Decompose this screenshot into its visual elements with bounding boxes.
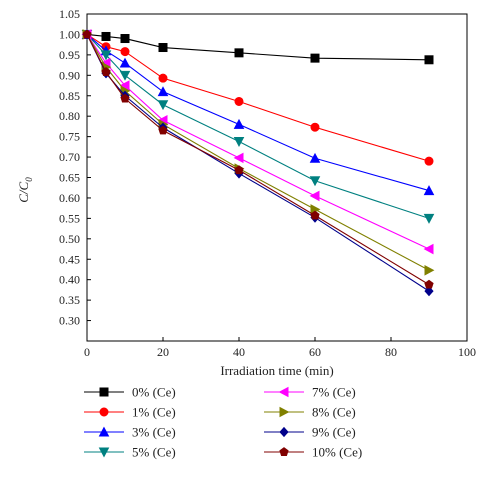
legend-item: 1% (Ce) bbox=[84, 405, 176, 420]
series-line bbox=[86, 34, 430, 286]
legend-label: 3% (Ce) bbox=[132, 425, 176, 440]
legend-marker bbox=[279, 447, 289, 456]
data-point bbox=[157, 100, 169, 111]
data-point bbox=[82, 29, 92, 39]
legend-label: 1% (Ce) bbox=[132, 405, 176, 420]
y-tick-label: 0.35 bbox=[59, 293, 80, 307]
y-tick-label: 0.90 bbox=[59, 68, 80, 82]
x-tick-label: 20 bbox=[157, 345, 169, 359]
data-point bbox=[423, 213, 435, 224]
y-tick-label: 0.50 bbox=[59, 232, 80, 246]
data-point bbox=[158, 43, 168, 53]
data-point bbox=[120, 93, 130, 103]
data-point bbox=[101, 67, 111, 76]
legend-label: 0% (Ce) bbox=[132, 385, 176, 400]
legend-item: 9% (Ce) bbox=[264, 425, 356, 440]
data-point bbox=[119, 70, 131, 81]
y-tick-label: 0.70 bbox=[59, 150, 80, 164]
data-point bbox=[233, 152, 244, 164]
legend-item: 3% (Ce) bbox=[84, 425, 176, 440]
data-point bbox=[234, 48, 244, 58]
data-point bbox=[310, 210, 320, 220]
data-point bbox=[233, 118, 245, 129]
data-point bbox=[234, 165, 244, 175]
legend-label: 7% (Ce) bbox=[312, 385, 356, 400]
x-axis-title: Irradiation time (min) bbox=[220, 363, 333, 378]
data-point bbox=[234, 96, 244, 106]
legend-item: 10% (Ce) bbox=[264, 445, 362, 460]
y-tick-label: 0.95 bbox=[59, 48, 80, 62]
y-tick-label: 0.80 bbox=[59, 109, 80, 123]
series-8-Ce bbox=[82, 29, 435, 276]
data-point bbox=[309, 190, 320, 202]
legend-marker bbox=[279, 426, 289, 438]
y-axis-title: C/C0 bbox=[16, 177, 34, 203]
legend-marker bbox=[278, 386, 289, 398]
legend-marker bbox=[99, 387, 109, 397]
y-tick-label: 0.75 bbox=[59, 130, 80, 144]
x-tick-label: 80 bbox=[385, 345, 397, 359]
y-tick-label: 0.85 bbox=[59, 89, 80, 103]
series-line bbox=[86, 34, 430, 250]
legend-label: 10% (Ce) bbox=[312, 445, 362, 460]
legend-marker bbox=[98, 426, 110, 437]
x-tick-label: 40 bbox=[233, 345, 245, 359]
data-point bbox=[310, 53, 320, 63]
legend-item: 8% (Ce) bbox=[264, 405, 356, 420]
series-line bbox=[86, 33, 430, 61]
legend-marker bbox=[99, 407, 109, 417]
data-point bbox=[310, 122, 320, 132]
data-point bbox=[158, 73, 168, 83]
data-point bbox=[101, 31, 111, 41]
series-line bbox=[86, 34, 430, 271]
y-axis-title-subscript: 0 bbox=[24, 177, 34, 182]
x-tick-label: 60 bbox=[309, 345, 321, 359]
data-point bbox=[424, 264, 435, 276]
y-tick-label: 0.40 bbox=[59, 273, 80, 287]
x-tick-label: 0 bbox=[84, 345, 90, 359]
data-point bbox=[157, 86, 169, 97]
y-tick-label: 0.55 bbox=[59, 211, 80, 225]
legend-item: 5% (Ce) bbox=[84, 445, 176, 460]
data-point bbox=[424, 156, 434, 166]
data-point bbox=[424, 285, 434, 297]
legend-item: 0% (Ce) bbox=[84, 385, 176, 400]
series-layer bbox=[81, 29, 435, 297]
data-point bbox=[423, 185, 435, 196]
y-axis-title-main: C/C bbox=[16, 181, 31, 202]
legend-label: 9% (Ce) bbox=[312, 425, 356, 440]
data-point bbox=[100, 50, 112, 61]
x-tick-label: 100 bbox=[458, 345, 476, 359]
y-tick-label: 1.00 bbox=[59, 27, 80, 41]
data-point bbox=[120, 34, 130, 44]
data-point bbox=[424, 55, 434, 65]
data-point bbox=[423, 243, 434, 255]
y-tick-label: 0.30 bbox=[59, 314, 80, 328]
data-point bbox=[119, 57, 131, 68]
legend-label: 8% (Ce) bbox=[312, 405, 356, 420]
series-10-Ce bbox=[82, 29, 434, 289]
legend-item: 7% (Ce) bbox=[264, 385, 356, 400]
y-axis: 0.30 0.35 0.40 0.45 0.50 0.55 0.60 0.65 0.70 0.75… bbox=[59, 7, 91, 328]
data-point bbox=[309, 176, 321, 187]
series-7-Ce bbox=[81, 29, 434, 255]
y-tick-label: 0.65 bbox=[59, 171, 80, 185]
x-axis: 0 20 40 60 80 100 bbox=[84, 337, 476, 359]
data-point bbox=[233, 137, 245, 147]
data-point bbox=[120, 47, 130, 57]
y-tick-label: 1.05 bbox=[59, 7, 80, 21]
legend: 0% (Ce) 1% (Ce) 3% (Ce) 5% (Ce) 7% (Ce) 8% (C… bbox=[84, 385, 362, 460]
y-tick-label: 0.60 bbox=[59, 191, 80, 205]
data-point bbox=[309, 152, 321, 163]
data-point bbox=[424, 279, 434, 289]
legend-marker bbox=[98, 447, 110, 458]
y-tick-label: 0.45 bbox=[59, 252, 80, 266]
series-1-Ce bbox=[82, 29, 434, 166]
legend-label: 5% (Ce) bbox=[132, 445, 176, 460]
data-point bbox=[158, 125, 168, 135]
legend-marker bbox=[279, 406, 290, 418]
series-line bbox=[86, 34, 430, 219]
